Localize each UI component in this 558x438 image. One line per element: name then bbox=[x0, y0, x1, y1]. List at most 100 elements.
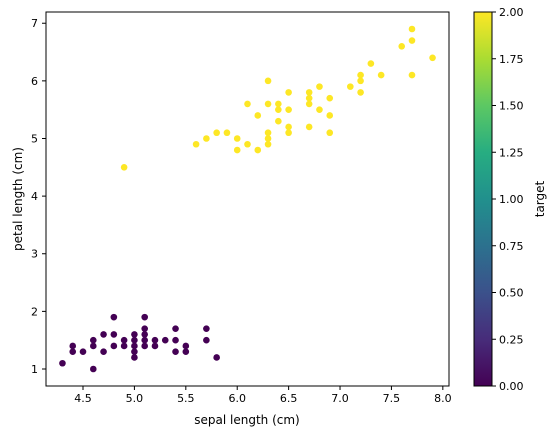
data-point bbox=[161, 336, 169, 344]
data-point bbox=[305, 94, 313, 102]
data-point bbox=[59, 359, 66, 367]
data-point bbox=[141, 331, 148, 338]
x-tick-label: 5.5 bbox=[177, 392, 195, 405]
data-point bbox=[141, 342, 148, 350]
data-point bbox=[89, 365, 97, 373]
data-point bbox=[233, 146, 241, 154]
data-point bbox=[275, 117, 282, 125]
colorbar-label: target bbox=[533, 180, 547, 217]
data-point bbox=[192, 140, 200, 148]
data-point bbox=[316, 106, 323, 113]
data-point bbox=[100, 331, 107, 338]
data-point bbox=[398, 42, 406, 50]
data-point bbox=[377, 71, 385, 79]
data-point bbox=[203, 135, 210, 142]
data-point bbox=[233, 135, 241, 142]
colorbar-tick-label: 0.50 bbox=[499, 287, 524, 300]
x-tick-label: 6.0 bbox=[228, 392, 246, 405]
data-point bbox=[223, 129, 231, 137]
data-point bbox=[131, 348, 138, 356]
data-point bbox=[131, 354, 138, 361]
data-point bbox=[69, 342, 77, 350]
data-point bbox=[347, 83, 354, 90]
y-tick-label: 2 bbox=[31, 305, 38, 318]
data-point bbox=[285, 123, 292, 131]
data-point bbox=[131, 336, 138, 344]
data-point bbox=[151, 336, 159, 344]
x-tick-label: 6.5 bbox=[280, 392, 298, 405]
data-point bbox=[264, 135, 272, 142]
data-point bbox=[305, 123, 313, 131]
y-tick-label: 5 bbox=[31, 132, 38, 145]
data-point bbox=[264, 100, 272, 108]
colorbar-tick-label: 0.75 bbox=[499, 240, 524, 253]
data-point bbox=[141, 336, 148, 344]
y-axis-ticks: 1 2 3 4 5 6 7 bbox=[31, 17, 46, 376]
data-point bbox=[357, 71, 364, 79]
data-point bbox=[172, 336, 179, 344]
colorbar-tick-label: 1.00 bbox=[499, 193, 524, 206]
data-points bbox=[59, 25, 436, 373]
data-point bbox=[429, 54, 436, 62]
x-axis-ticks: 4.5 5.0 5.5 6.0 6.5 7.0 7.5 8.0 bbox=[74, 386, 452, 405]
data-point bbox=[120, 336, 128, 344]
data-point bbox=[79, 348, 87, 356]
data-point bbox=[244, 140, 251, 148]
data-point bbox=[69, 348, 77, 356]
data-point bbox=[275, 100, 282, 108]
data-point bbox=[254, 112, 262, 119]
data-point bbox=[131, 342, 138, 350]
data-point bbox=[285, 129, 292, 137]
data-point bbox=[141, 313, 148, 321]
data-point bbox=[110, 342, 118, 350]
data-point bbox=[285, 89, 292, 96]
colorbar-tick-label: 0.00 bbox=[499, 380, 524, 393]
data-point bbox=[326, 112, 334, 119]
x-tick-label: 7.0 bbox=[331, 392, 349, 405]
data-point bbox=[275, 106, 282, 113]
data-point bbox=[100, 348, 107, 356]
colorbar-tick-label: 2.00 bbox=[499, 6, 524, 19]
x-axis-label: sepal length (cm) bbox=[194, 413, 299, 427]
y-tick-label: 7 bbox=[31, 17, 38, 30]
x-tick-label: 4.5 bbox=[74, 392, 92, 405]
data-point bbox=[367, 60, 375, 67]
data-point bbox=[285, 106, 292, 113]
data-point bbox=[213, 129, 220, 137]
data-point bbox=[131, 331, 138, 338]
data-point bbox=[89, 336, 97, 344]
data-point bbox=[110, 331, 118, 338]
data-point bbox=[316, 83, 323, 90]
data-point bbox=[357, 77, 364, 85]
y-tick-label: 4 bbox=[31, 190, 38, 203]
data-point bbox=[264, 77, 272, 85]
data-point bbox=[305, 89, 313, 96]
data-point bbox=[203, 336, 210, 344]
colorbar-tick-label: 1.75 bbox=[499, 53, 524, 66]
colorbar bbox=[473, 11, 493, 387]
colorbar-tick-label: 1.25 bbox=[499, 146, 524, 159]
data-point bbox=[172, 348, 179, 356]
y-tick-label: 1 bbox=[31, 363, 38, 376]
colorbar-tick-label: 1.50 bbox=[499, 100, 524, 113]
data-point bbox=[172, 325, 179, 332]
y-tick-label: 6 bbox=[31, 75, 38, 88]
data-point bbox=[326, 129, 334, 137]
data-point bbox=[254, 146, 262, 154]
data-point bbox=[264, 129, 272, 137]
y-axis-label: petal length (cm) bbox=[11, 147, 25, 251]
data-point bbox=[110, 313, 118, 321]
y-tick-label: 3 bbox=[31, 248, 38, 261]
data-point bbox=[120, 342, 128, 350]
data-point bbox=[408, 25, 416, 33]
data-point bbox=[182, 348, 190, 356]
x-tick-label: 8.0 bbox=[434, 392, 452, 405]
plot-frame bbox=[45, 11, 450, 387]
data-point bbox=[357, 89, 364, 96]
data-point bbox=[213, 354, 220, 361]
data-point bbox=[244, 100, 251, 108]
data-point bbox=[141, 325, 148, 332]
data-point bbox=[264, 140, 272, 148]
data-point bbox=[305, 100, 313, 108]
